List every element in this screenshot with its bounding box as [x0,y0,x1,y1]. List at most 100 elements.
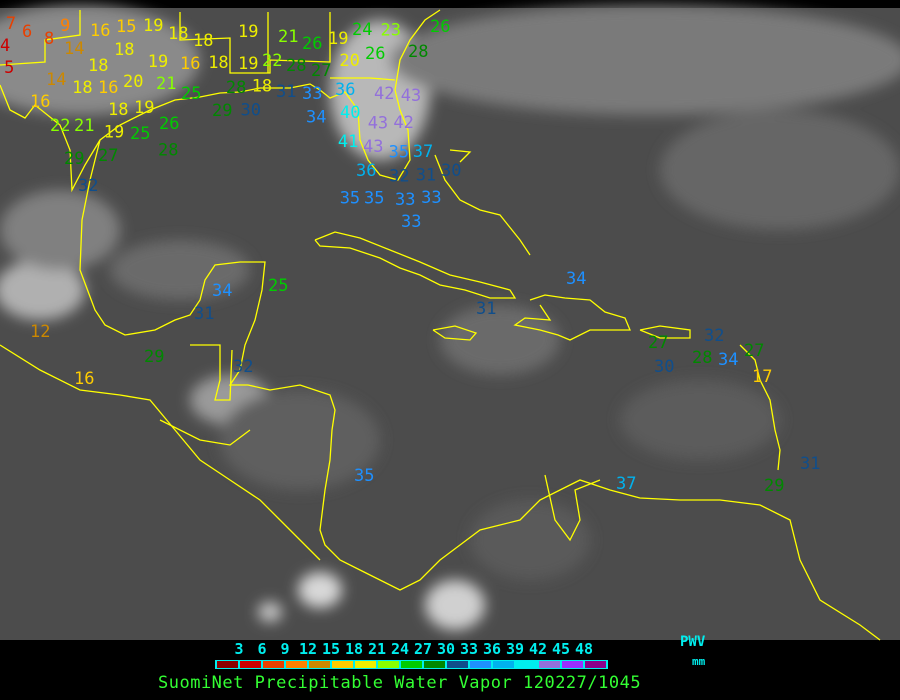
station-pwv-label: 25 [268,276,288,296]
scale-tick-label: 45 [552,640,570,658]
scale-tick-label: 15 [322,640,340,658]
station-pwv-label: 32 [233,357,253,377]
scale-tick-label: 21 [368,640,386,658]
station-pwv-label: 6 [22,22,32,42]
station-pwv-label: 29 [764,476,784,496]
station-pwv-label: 35 [354,466,374,486]
scale-tick-label: 6 [257,640,266,658]
color-scale-swatch [470,661,491,668]
station-pwv-label: 32 [78,176,98,196]
station-pwv-label: 8 [44,29,54,49]
station-pwv-label: 18 [208,53,228,73]
station-pwv-label: 22 [262,51,282,71]
station-pwv-label: 32 [704,326,724,346]
station-pwv-label: 18 [252,77,272,97]
color-scale-swatch [309,661,330,668]
station-pwv-label: 18 [88,56,108,76]
station-pwv-label: 40 [340,103,360,123]
station-pwv-label: 28 [158,140,178,160]
scale-tick-label: 9 [280,640,289,658]
color-scale-swatch [355,661,376,668]
station-pwv-label: 36 [335,80,355,100]
station-pwv-label: 26 [430,17,450,37]
station-pwv-label: 43 [401,86,421,106]
station-pwv-label: 16 [74,369,94,389]
station-pwv-label: 34 [212,281,232,301]
station-pwv-label: 19 [143,16,163,36]
station-pwv-label: 23 [381,21,401,41]
station-pwv-label: 33 [421,188,441,208]
color-scale-swatch [378,661,399,668]
station-pwv-label: 18 [72,78,92,98]
station-pwv-label: 18 [108,100,128,120]
station-pwv-label: 4 [0,36,10,56]
station-pwv-label: 31 [194,304,214,324]
station-pwv-label: 27 [98,146,118,166]
color-scale-swatch [263,661,284,668]
station-pwv-label: 34 [306,107,326,127]
station-pwv-label: 16 [30,92,50,112]
station-pwv-label: 32 [389,167,409,187]
station-pwv-label: 20 [123,72,143,92]
color-scale-swatch [539,661,560,668]
scale-tick-label: 36 [483,640,501,658]
station-pwv-label: 43 [363,137,383,157]
color-scale-swatch [585,661,606,668]
station-pwv-label: 24 [352,20,372,40]
station-pwv-label: 19 [148,52,168,72]
station-pwv-label: 37 [616,474,636,494]
station-pwv-label: 27 [311,61,331,81]
legend-unit: mm [692,655,706,668]
station-pwv-label: 36 [356,161,376,181]
color-scale-swatch [562,661,583,668]
station-pwv-label: 16 [98,78,118,98]
station-pwv-label: 35 [389,143,409,163]
scale-tick-label: 12 [299,640,317,658]
station-pwv-label: 26 [159,114,179,134]
legend-label: PWV [680,634,706,650]
station-pwv-label: 15 [116,17,136,37]
station-pwv-label: 31 [276,82,296,102]
station-pwv-label: 29 [212,101,232,121]
scale-tick-label: 18 [345,640,363,658]
station-pwv-label: 31 [416,165,436,185]
station-pwv-label: 21 [278,27,298,47]
station-pwv-label: 14 [64,39,84,59]
station-pwv-label: 20 [339,51,359,71]
station-pwv-label: 31 [800,454,820,474]
station-pwv-label: 18 [193,31,213,51]
station-pwv-label: 35 [340,189,360,209]
coastlines-and-borders [0,9,881,641]
station-pwv-label: 25 [130,124,150,144]
scale-tick-label: 24 [391,640,409,658]
station-pwv-label: 25 [181,84,201,104]
station-pwv-label: 19 [134,98,154,118]
cloud-layer [0,5,900,630]
station-pwv-label: 34 [718,350,738,370]
station-pwv-label: 33 [401,212,421,232]
color-scale-swatch [332,661,353,668]
station-pwv-label: 29 [144,347,164,367]
station-pwv-label: 5 [4,58,14,78]
station-pwv-label: 9 [60,16,70,36]
station-pwv-label: 26 [365,44,385,64]
station-pwv-label: 31 [476,299,496,319]
station-pwv-label: 28 [408,42,428,62]
station-pwv-label: 27 [648,333,668,353]
station-pwv-label: 42 [374,84,394,104]
station-pwv-label: 37 [413,142,433,162]
pwv-scale-ticks: 3 6 9 12 15 18 21 24 27 30 33 36 39 42 45 48 [234,640,593,658]
station-pwv-label: 28 [226,78,246,98]
scale-tick-label: 27 [414,640,432,658]
scale-tick-label: 3 [234,640,243,658]
color-scale-swatch [493,661,514,668]
station-pwv-label: 30 [241,101,261,121]
station-pwv-label: 43 [368,113,388,133]
scale-tick-label: 42 [529,640,547,658]
scale-tick-label: 30 [437,640,455,658]
pwv-color-scale [215,660,608,669]
station-pwv-label: 21 [74,116,94,136]
color-scale-swatch [424,661,445,668]
station-pwv-label: 19 [238,22,258,42]
